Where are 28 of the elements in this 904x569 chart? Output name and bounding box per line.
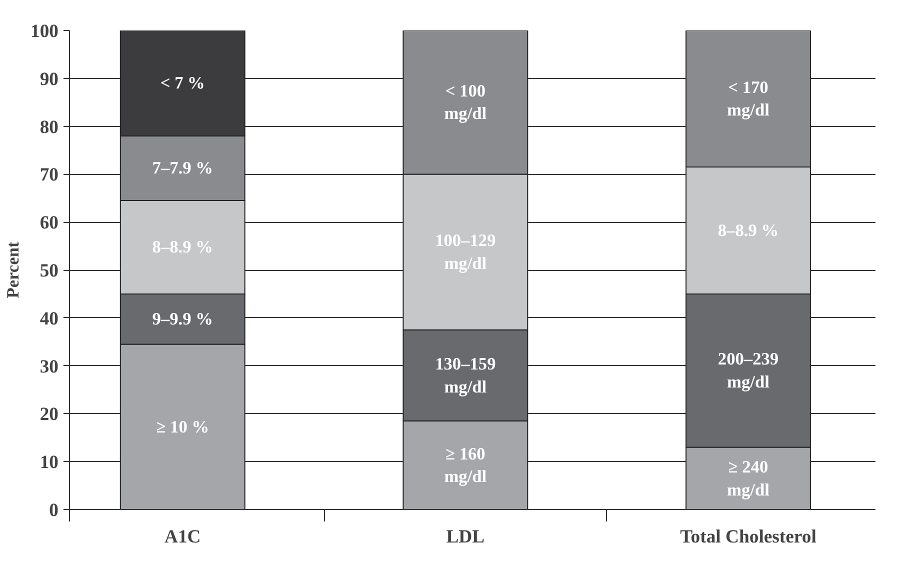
annotation: 8–8.9 % — [152, 238, 213, 257]
y-tick-label: 50 — [40, 260, 58, 282]
y-tick-label: 30 — [40, 356, 58, 378]
y-tick-label: 90 — [40, 68, 58, 90]
annotation: ≥ 240 mg/dl — [727, 457, 770, 500]
annotation: 7–7.9 % — [152, 158, 213, 178]
annotation: < 170 mg/dl — [727, 78, 770, 120]
annotation: 9–9.9 % — [152, 310, 213, 329]
y-axis-title: Percent — [4, 242, 23, 298]
annotation: < 100 mg/dl — [444, 81, 487, 124]
annotation: < 7 % — [160, 74, 205, 93]
y-tick-label: 40 — [40, 308, 58, 330]
annotation: 130–159 mg/dl — [435, 354, 496, 396]
y-tick-label: 60 — [40, 212, 58, 234]
annotation: 100–129 mg/dl — [435, 231, 496, 273]
annotation: ≥ 10 % — [156, 417, 210, 436]
annotation: 200–239 mg/dl — [718, 350, 779, 392]
y-tick-label: 0 — [49, 500, 58, 521]
x-tick-label: Total Cholesterol — [680, 526, 816, 548]
y-tick-label: 80 — [40, 116, 58, 138]
x-tick-label: LDL — [446, 526, 485, 548]
y-tick-label: 70 — [40, 164, 58, 186]
y-tick-label: 10 — [40, 452, 58, 474]
x-tick-label: A1C — [164, 526, 201, 548]
annotation: ≥ 160 mg/dl — [444, 444, 487, 486]
y-tick-label: 20 — [40, 404, 58, 426]
annotation: 8–8.9 % — [718, 220, 779, 240]
y-tick-label: 100 — [30, 21, 58, 42]
